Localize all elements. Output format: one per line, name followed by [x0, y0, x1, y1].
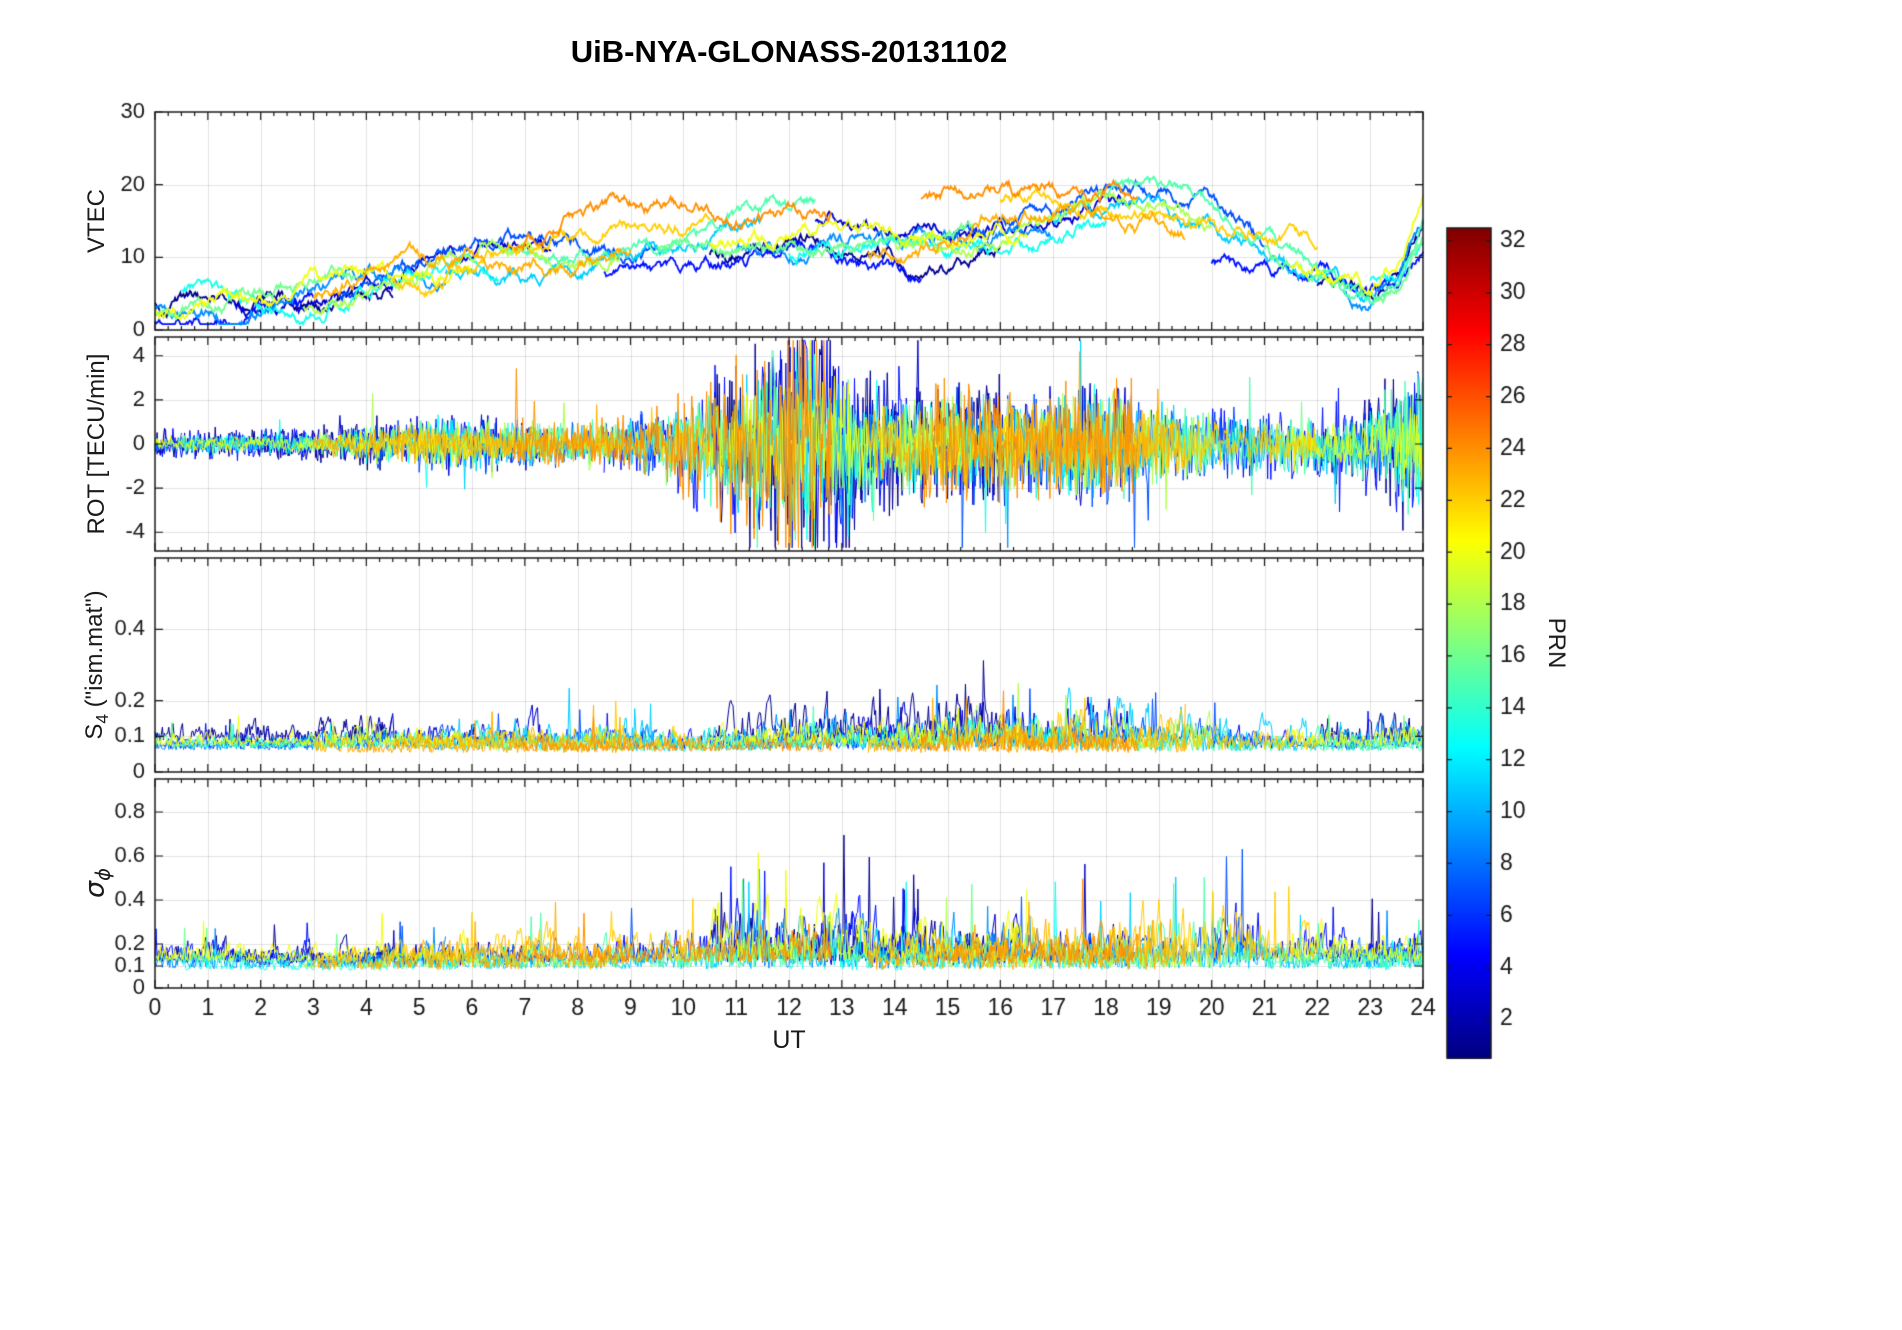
s4-axis-label: S4 ("ism.mat")	[81, 590, 113, 739]
s4-label-suffix: ("ism.mat")	[81, 590, 109, 715]
s4-label-main: S	[81, 723, 109, 740]
rot-axis-label: ROT [TECU/min]	[83, 353, 110, 535]
ut-axis-label: UT	[772, 1026, 806, 1054]
figure-title: UiB-NYA-GLONASS-20131102	[570, 34, 1008, 69]
vtec-axis-label: VTEC	[83, 188, 110, 254]
sigma-symbol: σ	[79, 880, 111, 898]
phi-subscript: ϕ	[91, 868, 115, 881]
sigma-phi-axis-label: σϕ	[79, 868, 114, 898]
s4-label-sub: 4	[91, 714, 112, 724]
prn-colorbar-label: PRN	[1543, 617, 1570, 669]
